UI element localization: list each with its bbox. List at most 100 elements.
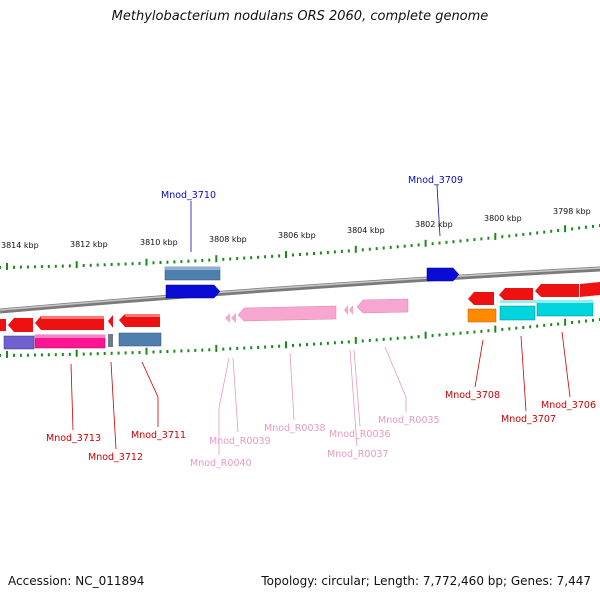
- outer-scale-tick: [6, 262, 8, 270]
- label-mnod-r0037: Mnod_R0037: [327, 449, 389, 460]
- scale-label-3804: 3804 kbp: [347, 226, 385, 235]
- outer-scale-tick: [117, 262, 120, 266]
- inner-scale-tick: [152, 350, 155, 354]
- label-mnod-3707: Mnod_3707: [501, 414, 556, 425]
- inner-scale-tick: [33, 353, 36, 357]
- outer-scale-tick: [375, 247, 378, 251]
- inner-scale-tick: [389, 337, 392, 341]
- outer-scale-tick: [229, 257, 232, 261]
- inner-scale-tick: [6, 350, 8, 358]
- gene-steelblue-block[interactable]: [118, 332, 162, 347]
- outer-scale-tick: [480, 237, 483, 241]
- gene-mnod-3712-arrow[interactable]: [108, 315, 113, 328]
- outer-scale-tick: [368, 247, 371, 251]
- inner-scale-tick: [201, 348, 204, 352]
- gene-mnod-3706-arrow[interactable]: [535, 284, 579, 297]
- inner-scale-tick: [354, 336, 357, 344]
- leader-mnod-r0040: [218, 357, 230, 455]
- inner-scale-tick: [319, 342, 322, 346]
- outer-scale-tick: [0, 266, 1, 269]
- inner-scale-tick: [340, 340, 343, 344]
- inner-scale-tick: [578, 320, 581, 324]
- gene-right-edge-red[interactable]: [580, 282, 600, 297]
- inner-scale-tick: [257, 345, 260, 349]
- label-mnod-3706: Mnod_3706: [541, 400, 596, 411]
- outer-scale-tick: [550, 229, 553, 233]
- outer-scale-tick: [389, 245, 392, 249]
- gene-gray-block[interactable]: [108, 334, 113, 347]
- outer-scale-tick: [438, 241, 441, 245]
- gene-mnod-r0039[interactable]: [231, 313, 236, 323]
- gene-mnod-3713-top-shade: [41, 316, 104, 319]
- gene-mnod-3708-orange[interactable]: [467, 308, 497, 323]
- inner-scale-tick: [292, 343, 294, 347]
- gene-mnod-r0040[interactable]: [225, 313, 230, 323]
- outer-scale-tick: [382, 246, 385, 250]
- inner-scale-tick: [487, 329, 490, 333]
- gene-left-edge-red[interactable]: [0, 319, 6, 331]
- outer-scale-tick: [578, 226, 581, 230]
- inner-scale-tick: [480, 329, 483, 333]
- inner-scale-tick: [285, 341, 287, 349]
- gene-left-small-red[interactable]: [8, 318, 33, 332]
- outer-scale-tick: [466, 238, 469, 242]
- outer-scale-tick: [361, 248, 364, 252]
- genome-summary-text: Topology: circular; Length: 7,772,460 bp…: [261, 574, 591, 588]
- gene-mnod-3713-arrow[interactable]: [35, 316, 104, 330]
- label-mnod-3709: Mnod_3709: [408, 175, 463, 186]
- outer-scale-tick: [564, 225, 567, 233]
- gene-mnod-3706-cyan[interactable]: [536, 301, 594, 317]
- inner-scale-tick: [473, 330, 476, 334]
- outer-scale-tick: [145, 258, 148, 266]
- inner-scale-tick: [159, 350, 162, 354]
- inner-scale-tick: [124, 351, 127, 355]
- gene-mnod-3709[interactable]: [426, 267, 460, 282]
- outer-scale-tick: [54, 264, 57, 268]
- outer-scale-tick: [19, 265, 22, 269]
- inner-scale-tick: [271, 345, 274, 349]
- outer-scale-tick: [110, 263, 113, 266]
- gene-mnod-r0038[interactable]: [237, 305, 337, 322]
- gene-mnod-3710[interactable]: [165, 284, 221, 299]
- inner-scale-tick: [396, 336, 399, 340]
- gene-mnod-3707-cyan[interactable]: [499, 305, 536, 321]
- genome-backbone: [0, 266, 600, 314]
- inner-scale-tick: [243, 346, 246, 350]
- inner-scale-tick: [89, 352, 92, 356]
- outer-scale-tick: [306, 252, 308, 256]
- inner-scale-tick: [278, 344, 281, 348]
- inner-scale-tick: [96, 352, 99, 356]
- inner-scale-tick: [522, 326, 525, 329]
- gene-magenta-block-shade: [35, 335, 105, 338]
- outer-scale-tick: [285, 251, 287, 258]
- gene-mnod-3710-steelblue-shade: [165, 267, 220, 270]
- inner-scale-tick: [61, 353, 64, 356]
- scale-label-3810: 3810 kbp: [140, 238, 178, 247]
- inner-scale-tick: [313, 342, 315, 346]
- outer-scale-tick: [194, 259, 197, 263]
- outer-scale-tick: [452, 240, 455, 244]
- outer-scale-tick: [201, 259, 204, 262]
- outer-scale-tick: [333, 250, 336, 254]
- outer-scale-tick: [243, 256, 246, 260]
- outer-scale-tick: [257, 255, 260, 259]
- gene-mnod-r0037[interactable]: [344, 305, 348, 315]
- outer-scale-tick: [152, 261, 155, 265]
- outer-scale-tick: [522, 232, 525, 236]
- gene-mnod-r0035[interactable]: [356, 298, 409, 314]
- leader-mnod-r0037: [349, 349, 358, 447]
- gene-mnod-r0036[interactable]: [349, 305, 353, 315]
- inner-scale-tick: [564, 318, 567, 326]
- outer-scale-tick: [494, 232, 497, 240]
- gene-mnod-3711-arrow[interactable]: [119, 314, 160, 327]
- gene-mnod-3707-arrow[interactable]: [499, 288, 533, 301]
- outer-scale-tick: [417, 243, 420, 247]
- outer-scale-tick: [410, 244, 413, 248]
- outer-scale-tick: [82, 264, 85, 267]
- outer-scale-tick: [26, 265, 29, 269]
- gene-mnod-3708-arrow[interactable]: [468, 292, 494, 305]
- leader-mnod-3706: [561, 331, 571, 398]
- inner-scale-tick: [215, 344, 218, 352]
- gene-slate-block[interactable]: [3, 335, 35, 350]
- leader-mnod-3713: [70, 363, 74, 431]
